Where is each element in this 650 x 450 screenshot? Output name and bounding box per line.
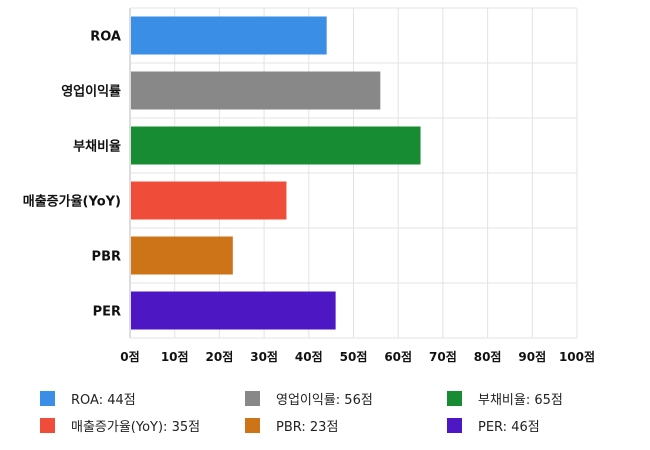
legend-item[interactable]: PER: 46점: [447, 415, 540, 435]
legend-item[interactable]: PBR: 23점: [245, 415, 338, 435]
x-tick-label: 70점: [429, 349, 457, 364]
category-label: PER: [93, 305, 121, 320]
x-tick-label: 60점: [384, 349, 412, 364]
bar[interactable]: [131, 181, 287, 220]
bars: [131, 16, 421, 330]
legend-swatch: [40, 390, 55, 406]
legend-label: 영업이익률: 56점: [276, 392, 373, 408]
legend-swatch: [245, 417, 260, 433]
legend-item[interactable]: 영업이익률: 56점: [245, 388, 373, 408]
legend-item[interactable]: 매출증가율(YoY): 35점: [40, 415, 200, 435]
x-tick-labels: 0점 10점 20점 30점 40점 50점 60점 70점 80점 90점 100점: [120, 349, 595, 364]
category-label: ROA: [90, 30, 121, 45]
x-tick-label: 50점: [340, 349, 368, 364]
x-tick-label: 80점: [474, 349, 502, 364]
x-tick-label: 30점: [250, 349, 278, 364]
legend-label: 매출증가율(YoY): 35점: [71, 419, 201, 435]
bar[interactable]: [131, 71, 381, 110]
legend-item[interactable]: ROA: 44점: [40, 388, 136, 408]
x-tick-label: 0점: [120, 349, 139, 364]
category-label: PBR: [92, 250, 121, 265]
legend-swatch: [245, 390, 260, 406]
x-tick-label: 100점: [559, 349, 595, 364]
legend-label: PBR: 23점: [276, 419, 339, 435]
x-tick-label: 10점: [161, 349, 189, 364]
legend-swatch: [447, 390, 462, 406]
bar[interactable]: [131, 16, 327, 55]
x-tick-label: 40점: [295, 349, 323, 364]
legend-item[interactable]: 부채비율: 65점: [447, 388, 563, 408]
bar[interactable]: [131, 236, 233, 275]
bar[interactable]: [131, 126, 421, 165]
bar[interactable]: [131, 291, 336, 330]
legend-label: PER: 46점: [478, 419, 540, 435]
category-label: 매출증가율(YoY): [23, 194, 121, 210]
legend-swatch: [447, 417, 462, 433]
category-label: 부채비율: [73, 139, 121, 155]
grid-lines: [129, 7, 578, 339]
legend-label: ROA: 44점: [71, 392, 136, 408]
legend-label: 부채비율: 65점: [478, 392, 563, 408]
legend-swatch: [40, 417, 55, 433]
x-tick-label: 90점: [518, 349, 546, 364]
category-label: 영업이익률: [61, 84, 121, 100]
x-tick-label: 20점: [206, 349, 234, 364]
